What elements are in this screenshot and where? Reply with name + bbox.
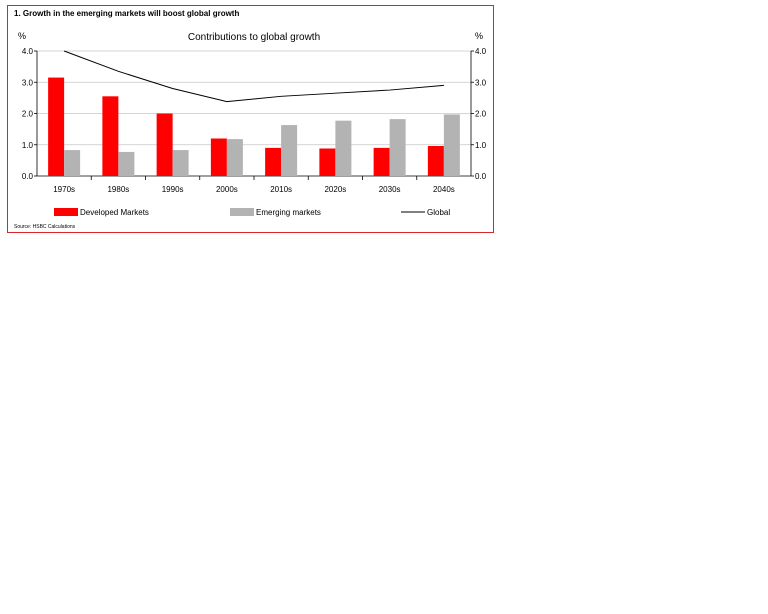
y-tick-label-right: 0.0 — [475, 172, 487, 181]
chart-canvas: Contributions to global growth% % 0.0 0.0 1.… — [18, 31, 487, 217]
chart-title: Contributions to global growth — [188, 32, 320, 43]
y-unit-left: % — [18, 31, 26, 41]
chart-frame: 1. Growth in the emerging markets will b… — [7, 5, 494, 233]
y-tick-label-left: 1.0 — [22, 141, 34, 150]
line-global — [63, 50, 444, 103]
bar-emerging-markets — [281, 125, 298, 176]
source-note: Source: HSBC Calculations — [14, 224, 76, 230]
legend-swatch-emerging — [230, 208, 254, 216]
x-tick-label: 2020s — [324, 185, 346, 194]
y-unit-right: % — [475, 31, 483, 41]
bar-developed-markets — [373, 147, 390, 176]
y-tick-label-right: 4.0 — [475, 47, 487, 56]
bar-emerging-markets — [64, 150, 81, 176]
y-tick-label-left: 4.0 — [22, 47, 34, 56]
y-tick-label-right: 2.0 — [475, 110, 487, 119]
legend-label: Global — [427, 208, 450, 217]
bar-developed-markets — [319, 148, 336, 176]
x-tick-label: 2010s — [270, 185, 292, 194]
bar-developed-markets — [210, 138, 227, 176]
x-tick-label: 2000s — [216, 185, 238, 194]
legend-swatch-developed — [54, 208, 78, 216]
y-tick-label-left: 3.0 — [22, 78, 34, 87]
y-tick-label-right: 1.0 — [475, 141, 487, 150]
legend-label: Emerging markets — [256, 208, 321, 217]
bar-developed-markets — [427, 146, 444, 176]
bar-developed-markets — [265, 147, 282, 176]
bar-emerging-markets — [443, 114, 460, 176]
y-tick-label-left: 2.0 — [22, 110, 34, 119]
bar-emerging-markets — [335, 120, 352, 176]
bar-emerging-markets — [118, 151, 135, 176]
bar-developed-markets — [48, 77, 65, 176]
bar-developed-markets — [156, 113, 173, 176]
figure-title: 1. Growth in the emerging markets will b… — [14, 9, 240, 18]
bar-emerging-markets — [226, 139, 243, 176]
y-tick-label-left: 0.0 — [22, 172, 34, 181]
x-tick-label: 2040s — [433, 185, 455, 194]
x-tick-label: 1980s — [107, 185, 129, 194]
x-tick-label: 1970s — [53, 185, 75, 194]
bar-emerging-markets — [389, 119, 406, 176]
y-tick-label-right: 3.0 — [475, 78, 487, 87]
x-tick-label: 1990s — [162, 185, 184, 194]
bar-emerging-markets — [172, 150, 189, 176]
bar-developed-markets — [102, 96, 119, 176]
x-tick-label: 2030s — [379, 185, 401, 194]
legend-label: Developed Markets — [80, 208, 149, 217]
